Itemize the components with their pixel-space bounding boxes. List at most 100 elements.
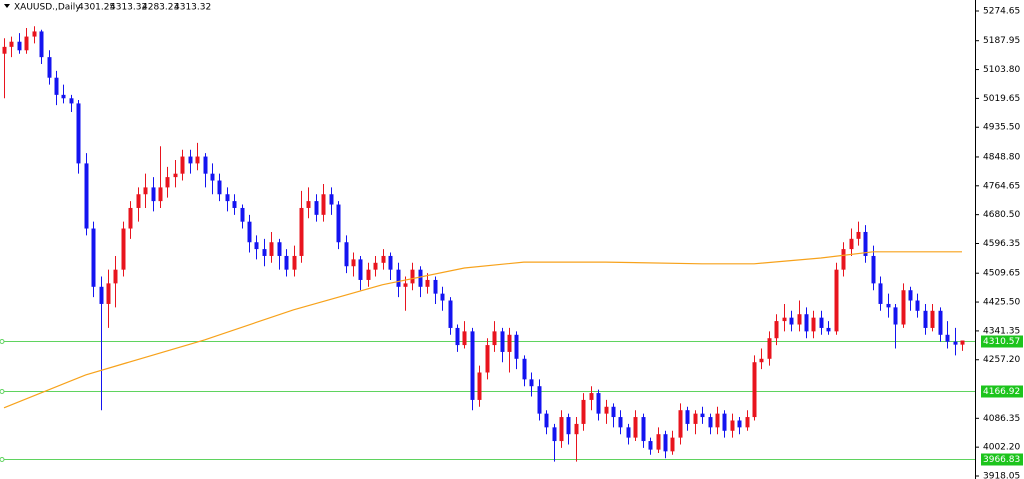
candle-body <box>373 262 378 270</box>
candle-body <box>522 358 527 380</box>
candle-body <box>514 334 519 359</box>
candle-body <box>774 321 779 339</box>
y-tick-label: 4680.50 <box>983 210 1020 220</box>
candle-body <box>158 187 163 202</box>
symbol: XAUUSD.,Daily <box>14 3 81 13</box>
candle-body <box>344 242 349 267</box>
level-label: 4310.57 <box>983 337 1020 347</box>
candle-body <box>893 307 898 325</box>
candle-body <box>84 163 89 229</box>
level-label: 4166.92 <box>983 387 1020 397</box>
level-anchor <box>0 339 5 344</box>
candle-body <box>529 379 534 387</box>
level-label: 3966.83 <box>983 455 1020 465</box>
candle-body <box>633 417 638 438</box>
candle-body <box>641 417 646 442</box>
candle-body <box>99 286 104 304</box>
level-label-bg <box>981 453 1023 466</box>
candle-body <box>314 201 319 215</box>
candle-body <box>195 156 200 164</box>
candle-body <box>901 290 906 325</box>
candle-body <box>945 334 950 342</box>
candle-body <box>151 187 156 202</box>
candle-body <box>232 201 237 208</box>
candle-body <box>500 331 505 352</box>
candle-body <box>618 417 623 428</box>
candle-body <box>396 269 401 287</box>
candle-body <box>834 269 839 332</box>
candle-body <box>61 94 66 99</box>
candle-body <box>462 331 467 346</box>
candle-body <box>841 249 846 270</box>
candle-body <box>69 98 74 104</box>
candle-body <box>819 317 824 328</box>
high-value: 4313.32 <box>110 3 147 13</box>
y-tick-label: 5103.80 <box>983 65 1020 75</box>
candle-body <box>648 441 653 450</box>
candle-body <box>39 31 44 58</box>
candle-body <box>715 413 720 428</box>
candle-body <box>329 194 334 205</box>
candle-body <box>938 310 943 335</box>
plot <box>0 26 975 462</box>
candle-body <box>767 338 772 359</box>
candle-body <box>136 194 141 208</box>
y-tick-label: 4848.80 <box>983 152 1020 162</box>
y-tick-label: 4596.35 <box>983 239 1020 249</box>
candle-body <box>581 399 586 424</box>
candle-body <box>217 180 222 195</box>
candle-body <box>433 279 438 294</box>
candle-body <box>663 434 668 452</box>
candle-body <box>693 413 698 424</box>
candle-body <box>611 406 616 418</box>
candle-body <box>47 57 52 78</box>
candle-body <box>17 41 22 51</box>
candle-body <box>292 255 297 270</box>
candle-body <box>849 238 854 250</box>
candle-body <box>410 269 415 284</box>
y-tick-label: 4935.50 <box>983 123 1020 133</box>
candle-body <box>336 204 341 243</box>
candle-body <box>871 255 876 284</box>
candle-body <box>306 201 311 208</box>
y-tick-label: 5274.65 <box>983 6 1020 16</box>
candle-body <box>32 31 37 37</box>
candle-body <box>886 303 891 308</box>
candle-body <box>381 255 386 263</box>
candle-body <box>455 327 460 346</box>
candle-body <box>91 228 96 287</box>
moving-average <box>3 251 962 409</box>
candle-body <box>811 317 816 332</box>
candle-body <box>203 156 208 174</box>
candle-body <box>930 310 935 328</box>
candle-body <box>470 331 475 400</box>
candle-body <box>730 420 735 431</box>
candle-body <box>782 317 787 322</box>
candle-body <box>366 269 371 280</box>
candle-body <box>566 417 571 435</box>
candle-body <box>284 255 289 270</box>
y-tick-label: 5019.65 <box>983 94 1020 104</box>
level-label-bg <box>981 335 1023 348</box>
candle-body <box>923 310 928 328</box>
y-tick-label: 3918.05 <box>983 472 1020 479</box>
candle-body <box>113 269 118 284</box>
candle-body <box>789 317 794 325</box>
candle-body <box>351 259 356 267</box>
candle-body <box>552 427 557 442</box>
candle-body <box>128 207 133 229</box>
candle-body <box>425 279 430 287</box>
candle-body <box>604 406 609 414</box>
candle-body <box>960 340 965 345</box>
candle-body <box>953 341 958 345</box>
candle-body <box>485 345 490 373</box>
candle-body <box>670 437 675 452</box>
candle-body <box>745 417 750 428</box>
menu-icon <box>4 4 10 8</box>
candle-body <box>448 300 453 328</box>
y-tick-label: 4002.20 <box>983 443 1020 453</box>
y-tick-label: 4341.35 <box>983 326 1020 336</box>
candle-body <box>225 194 230 202</box>
